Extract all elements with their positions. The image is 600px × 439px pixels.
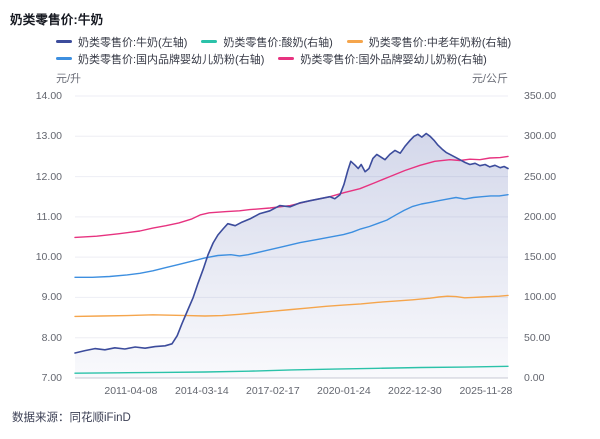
x-axis-tick-label: 2014-03-14: [175, 385, 229, 397]
left-axis-tick-label: 7.00: [41, 372, 62, 384]
right-axis-tick-label: 250.00: [524, 170, 557, 183]
right-axis-tick-label: 350.00: [524, 90, 557, 102]
left-axis-unit-label: 元/升: [56, 73, 82, 85]
left-axis-tick-label: 8.00: [41, 331, 62, 344]
series-line-0: [74, 132, 509, 354]
legend-item[interactable]: 奶类零售价:牛奶(左轴): [56, 34, 187, 50]
legend-marker-icon: [346, 40, 363, 43]
right-axis-tick-label: 150.00: [524, 251, 557, 264]
legend-row: 奶类零售价:国内品牌婴幼儿奶粉(右轴) 奶类零售价:国外品牌婴幼儿奶粉(右轴): [56, 50, 536, 67]
right-axis-tick-label: 0.00: [524, 372, 545, 384]
right-axis-tick-label: 50.00: [524, 331, 551, 344]
left-axis-tick-label: 12.00: [35, 170, 62, 183]
x-axis-tick-label: 2022-12-30: [388, 385, 442, 397]
right-axis-tick-label: 300.00: [524, 130, 557, 143]
series-line-1: [74, 365, 509, 374]
legend-item-label: 奶类零售价:牛奶(左轴): [78, 36, 188, 49]
x-axis-tick-label: 2025-11-28: [459, 385, 513, 397]
legend-marker-icon: [56, 40, 72, 43]
series-area-0: [75, 133, 508, 378]
x-axis-tick-label: 2020-01-24: [317, 385, 371, 397]
x-axis-tick-label: 2011-04-08: [104, 385, 158, 397]
x-axis-tick-label: 2017-02-17: [246, 385, 300, 397]
series-line-2: [74, 294, 509, 318]
legend-marker-icon: [56, 57, 72, 60]
legend-item-label: 奶类零售价:国外品牌婴幼儿奶粉(右轴): [300, 53, 487, 66]
left-axis-tick-label: 9.00: [41, 291, 62, 304]
legend-marker-icon: [201, 40, 218, 43]
chart-title: 奶类零售价:牛奶: [10, 13, 104, 27]
right-axis-tick-label: 100.00: [524, 291, 557, 304]
series-line-3: [74, 194, 509, 278]
legend-item[interactable]: 奶类零售价:国外品牌婴幼儿奶粉(右轴): [278, 51, 487, 67]
right-axis-tick-label: 200.00: [524, 210, 557, 223]
legend-marker-icon: [278, 57, 295, 60]
legend: 奶类零售价:牛奶(左轴) 奶类零售价:酸奶(右轴) 奶类零售价:中老年奶粉(右轴) 奶…: [56, 33, 536, 67]
legend-item-label: 奶类零售价:酸奶(右轴): [223, 36, 333, 49]
legend-item[interactable]: 奶类零售价:中老年奶粉(右轴): [346, 34, 512, 50]
legend-item[interactable]: 奶类零售价:酸奶(右轴): [201, 34, 333, 50]
left-axis-tick-label: 13.00: [35, 130, 62, 143]
right-axis-unit-label: 元/公斤: [471, 73, 508, 85]
legend-item-label: 奶类零售价:国内品牌婴幼儿奶粉(右轴): [78, 53, 265, 66]
legend-row: 奶类零售价:牛奶(左轴) 奶类零售价:酸奶(右轴) 奶类零售价:中老年奶粉(右轴): [56, 33, 536, 50]
left-axis-tick-label: 11.00: [36, 210, 63, 223]
legend-item[interactable]: 奶类零售价:国内品牌婴幼儿奶粉(右轴): [56, 51, 264, 67]
legend-item-label: 奶类零售价:中老年奶粉(右轴): [368, 36, 512, 49]
data-source: 数据来源：同花顺iFinD: [12, 412, 131, 424]
left-axis-tick-label: 10.00: [35, 251, 62, 264]
left-axis-tick-label: 14.00: [35, 90, 62, 102]
